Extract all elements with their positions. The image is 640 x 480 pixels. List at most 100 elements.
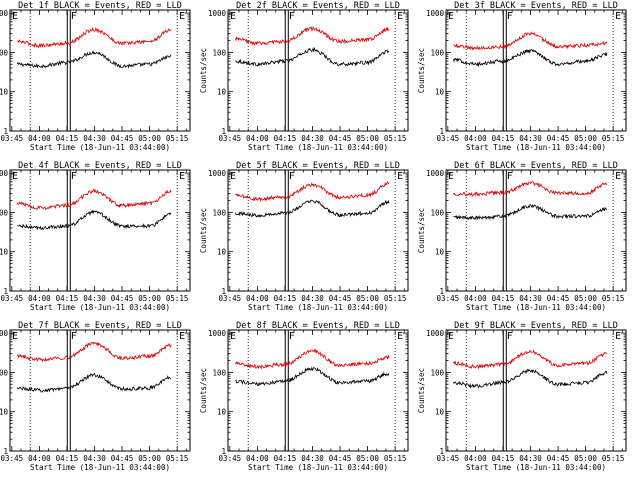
series-line-events — [17, 209, 172, 231]
x-tick-label: 04:45 — [329, 454, 352, 463]
x-tick-label: 04:45 — [329, 134, 352, 143]
y-tick-label: 10 — [217, 88, 227, 97]
x-tick-label: 04:15 — [56, 294, 79, 303]
series-line-events — [235, 46, 390, 67]
x-tick-label: 04:45 — [547, 134, 570, 143]
marker-label-mid: F — [507, 171, 513, 182]
x-tick-label: 03:45 — [1, 294, 24, 303]
marker-label-mid: F — [289, 171, 295, 182]
y-axis-title: Counts/sec — [199, 48, 208, 93]
x-tick-label: 04:15 — [274, 134, 297, 143]
detector-panel-2: Det 2f BLACK = Events, RED = LLD 1 10 100 10… — [199, 1, 409, 152]
x-tick-label: 04:15 — [492, 134, 515, 143]
x-tick-label: 04:30 — [301, 134, 324, 143]
marker-label-mid: F — [71, 331, 77, 342]
plot-frame — [445, 329, 627, 452]
x-tick-label: 05:15 — [166, 294, 189, 303]
y-tick-label: 1000 — [208, 9, 227, 18]
x-axis-title: Start Time (18-Jun-11 03:44:00) — [30, 143, 170, 152]
x-tick-label: 04:15 — [274, 294, 297, 303]
x-axis-title: Start Time (18-Jun-11 03:44:00) — [248, 463, 388, 472]
marker-label-mid: F — [507, 11, 513, 22]
series-line-lld — [453, 31, 608, 51]
x-tick-label: 05:15 — [384, 134, 407, 143]
marker-label-left: E — [230, 11, 236, 22]
y-tick-label: 100 — [430, 368, 444, 377]
plot-frame — [445, 9, 627, 132]
x-tick-label: 04:45 — [111, 294, 134, 303]
x-tick-label: 03:45 — [219, 454, 242, 463]
detector-panel-6: Det 6f BLACK = Events, RED = LLD 1 10 100 10… — [417, 161, 627, 312]
x-tick-label: 04:00 — [246, 454, 269, 463]
x-tick-label: 03:45 — [437, 454, 460, 463]
series-line-events — [452, 368, 608, 389]
x-tick-label: 04:30 — [83, 134, 106, 143]
x-tick-label: 04:30 — [519, 294, 542, 303]
panel-title: Det 7f BLACK = Events, RED = LLD — [18, 321, 182, 331]
x-tick-label: 05:15 — [166, 134, 189, 143]
series-line-lld — [16, 188, 172, 211]
marker-label-right: E — [615, 171, 621, 182]
series-line-events — [452, 49, 608, 68]
y-tick-label: 100 — [430, 208, 444, 217]
y-tick-label: 100 — [0, 368, 8, 377]
y-axis-title: Counts/sec — [417, 48, 426, 93]
marker-label-left: E — [448, 171, 454, 182]
series-line-events — [234, 199, 390, 218]
y-tick-label: 1 — [3, 287, 8, 296]
x-tick-label: 05:15 — [602, 454, 625, 463]
x-tick-label: 04:45 — [547, 294, 570, 303]
y-tick-label: 1 — [221, 447, 226, 456]
x-tick-label: 04:00 — [28, 294, 51, 303]
plot-frame — [227, 9, 409, 132]
detector-panel-7: Det 7f BLACK = Events, RED = LLD 1 10 100 10… — [0, 321, 191, 472]
x-tick-label: 05:00 — [574, 454, 597, 463]
y-tick-label: 1 — [3, 447, 8, 456]
series-line-events — [235, 366, 390, 387]
plot-frame — [9, 329, 191, 452]
x-axis-title: Start Time (18-Jun-11 03:44:00) — [466, 143, 606, 152]
y-axis-title: Counts/sec — [199, 208, 208, 253]
panel-title: Det 4f BLACK = Events, RED = LLD — [18, 161, 182, 171]
y-tick-label: 1 — [439, 127, 444, 136]
y-tick-label: 100 — [212, 48, 226, 57]
marker-label-right: E — [397, 11, 403, 22]
x-tick-label: 05:15 — [384, 294, 407, 303]
x-tick-label: 04:30 — [83, 454, 106, 463]
x-tick-label: 04:30 — [301, 454, 324, 463]
x-tick-label: 05:15 — [166, 454, 189, 463]
y-tick-label: 1000 — [426, 9, 445, 18]
y-tick-label: 1000 — [208, 169, 227, 178]
marker-label-left: E — [230, 331, 236, 342]
x-tick-label: 05:00 — [138, 294, 161, 303]
y-tick-label: 10 — [217, 408, 227, 417]
x-tick-label: 04:15 — [492, 454, 515, 463]
y-tick-label: 10 — [0, 408, 8, 417]
x-tick-label: 05:00 — [356, 454, 379, 463]
y-axis-title: Counts/sec — [417, 368, 426, 413]
x-tick-label: 04:00 — [28, 134, 51, 143]
marker-label-left: E — [12, 171, 18, 182]
x-axis-title: Start Time (18-Jun-11 03:44:00) — [466, 463, 606, 472]
detector-panel-5: Det 5f BLACK = Events, RED = LLD 1 10 100 10… — [199, 161, 409, 312]
x-axis-title: Start Time (18-Jun-11 03:44:00) — [248, 143, 388, 152]
panel-title: Det 3f BLACK = Events, RED = LLD — [454, 1, 618, 11]
y-tick-label: 1000 — [426, 329, 445, 338]
y-tick-label: 10 — [0, 88, 8, 97]
y-tick-label: 10 — [435, 408, 445, 417]
series-line-lld — [452, 349, 608, 370]
x-tick-label: 05:00 — [356, 294, 379, 303]
x-tick-label: 04:15 — [56, 134, 79, 143]
x-axis-title: Start Time (18-Jun-11 03:44:00) — [30, 303, 170, 312]
x-axis-title: Start Time (18-Jun-11 03:44:00) — [30, 463, 170, 472]
x-tick-label: 04:00 — [464, 134, 487, 143]
y-tick-label: 1000 — [208, 329, 227, 338]
y-tick-label: 1 — [439, 287, 444, 296]
plot-frame — [445, 169, 627, 292]
x-tick-label: 03:45 — [1, 134, 24, 143]
x-tick-label: 04:45 — [111, 134, 134, 143]
x-tick-label: 04:30 — [83, 294, 106, 303]
x-tick-label: 04:00 — [246, 134, 269, 143]
marker-label-right: E — [615, 331, 621, 342]
x-tick-label: 03:45 — [219, 294, 242, 303]
